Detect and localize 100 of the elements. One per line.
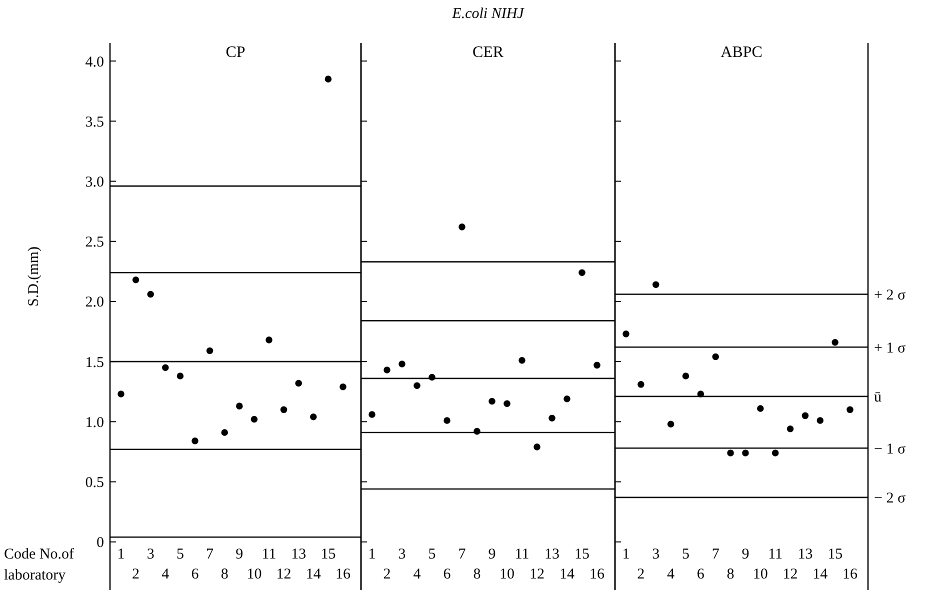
point — [832, 338, 838, 346]
x-tick-label: 15 — [320, 546, 336, 562]
x-tick-label: 6 — [696, 566, 705, 582]
x-tick-label: 6 — [191, 566, 200, 582]
x-tick-label: 8 — [220, 566, 228, 582]
point — [682, 372, 690, 380]
point — [236, 402, 243, 410]
point — [192, 438, 198, 444]
point — [384, 366, 390, 374]
point — [504, 400, 510, 408]
x-tick-label: 11 — [514, 546, 530, 562]
x-tick-label: 16 — [336, 566, 351, 582]
x-tick-label: 1 — [622, 546, 630, 562]
x-tick-label: 5 — [428, 546, 436, 562]
x-tick-label: 12 — [530, 566, 544, 582]
x-tick-label: 8 — [473, 566, 481, 582]
y-tick-label: 0.5 — [85, 475, 104, 492]
point — [697, 390, 704, 398]
x-tick-label: 11 — [262, 546, 276, 562]
point — [548, 414, 556, 422]
chart-title: ABPC — [720, 44, 762, 61]
x-tick-label: 2 — [132, 566, 140, 582]
point — [414, 382, 420, 390]
x-tick-label: 9 — [236, 546, 244, 562]
point — [757, 405, 764, 412]
x-tick-label: 10 — [752, 566, 768, 582]
point — [368, 411, 376, 418]
point — [742, 450, 749, 456]
x-tick-label: 5 — [176, 546, 184, 562]
point — [772, 450, 779, 456]
point — [428, 374, 436, 381]
x-tick-label: 2 — [383, 566, 391, 582]
x-tick-label: 4 — [667, 566, 676, 582]
x-tick-label: 16 — [842, 566, 858, 582]
x-tick-label: 8 — [726, 566, 734, 582]
x-tick-label: 2 — [637, 566, 645, 582]
ref-line-label: + 1 σ — [874, 340, 906, 356]
point — [444, 417, 450, 424]
x-tick-label: 13 — [544, 546, 560, 562]
point — [518, 357, 526, 364]
x-tick-label: 4 — [162, 566, 170, 582]
x-tick-label: 7 — [206, 546, 214, 562]
point — [488, 398, 496, 405]
x-axis-title: Code No.of laboratory — [4, 546, 74, 584]
y-tick-label: 3.5 — [85, 114, 104, 130]
point — [652, 281, 660, 288]
y-tick-label: 3.0 — [85, 174, 104, 191]
point — [266, 336, 272, 344]
ref-line-label: ū — [874, 390, 882, 406]
y-tick-label: 2.5 — [85, 234, 104, 251]
y-axis-title: S.D.(mm) — [26, 246, 42, 306]
point — [802, 412, 809, 420]
point — [622, 330, 630, 338]
point — [250, 416, 258, 423]
point — [295, 380, 302, 387]
x-tick-label: 11 — [768, 546, 783, 562]
point — [594, 362, 600, 369]
point — [727, 450, 734, 456]
x-tick-label: 7 — [458, 546, 466, 562]
ref-line-label: + 2 σ — [874, 288, 906, 304]
point — [638, 381, 644, 388]
point — [816, 417, 824, 424]
point — [162, 364, 169, 371]
point — [176, 372, 184, 380]
point — [118, 390, 124, 398]
point — [786, 426, 794, 432]
point — [458, 224, 466, 230]
point — [340, 383, 346, 390]
chart-subtitle: E.coli NIHJ — [451, 6, 526, 22]
x-tick-label: 7 — [712, 546, 720, 562]
ref-line-label: − 1 σ — [874, 441, 906, 458]
x-tick-label: 14 — [306, 566, 322, 582]
x-tick-label: 14 — [812, 566, 828, 582]
point — [132, 276, 140, 284]
x-tick-label: 9 — [742, 546, 750, 562]
x-tick-label: 1 — [117, 546, 125, 562]
x-tick-label: 3 — [398, 546, 406, 562]
y-tick-label: 0 — [96, 535, 104, 552]
x-tick-label: 5 — [682, 546, 690, 562]
x-tick-label: 1 — [368, 546, 376, 562]
x-tick-label: 10 — [246, 566, 262, 582]
x-tick-label: 9 — [488, 546, 496, 562]
chart-title: CP — [226, 44, 246, 61]
point — [221, 429, 228, 436]
point — [712, 353, 719, 360]
point — [534, 444, 540, 450]
x-tick-label: 10 — [500, 566, 514, 582]
point — [280, 406, 288, 414]
x-tick-label: 13 — [798, 546, 813, 562]
point — [564, 395, 570, 402]
point — [846, 406, 854, 414]
x-tick-label: 13 — [291, 546, 306, 562]
point — [147, 290, 154, 298]
y-tick-label: 1.5 — [85, 354, 104, 371]
point — [474, 428, 480, 435]
point — [667, 420, 674, 428]
x-tick-label: 4 — [413, 566, 422, 582]
point — [206, 347, 214, 354]
point — [578, 269, 586, 276]
x-tick-label: 3 — [652, 546, 660, 562]
